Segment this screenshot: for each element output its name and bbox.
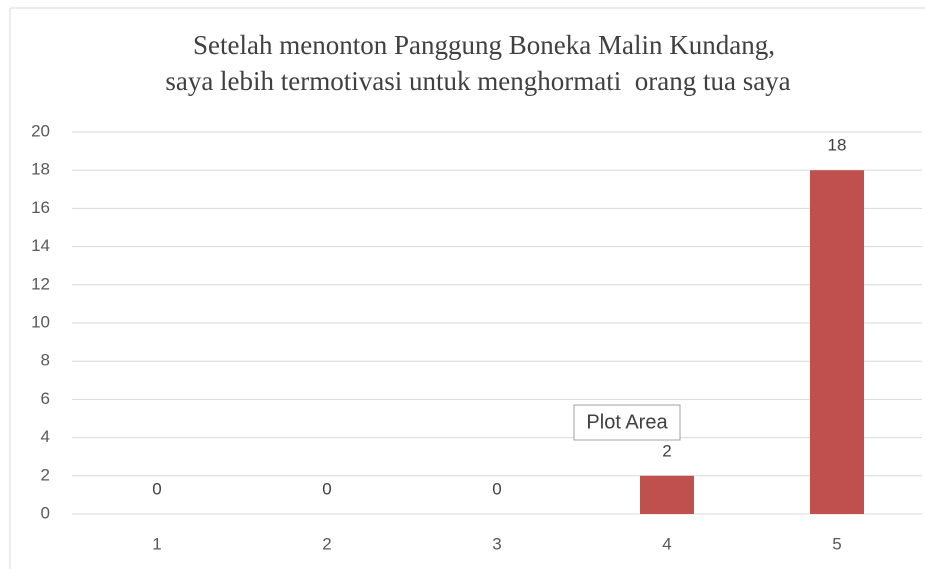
x-tick-label: 3 [492, 534, 501, 553]
data-label: 0 [152, 479, 161, 498]
tooltip: Plot Area [586, 411, 668, 433]
y-tick-label: 10 [31, 312, 50, 331]
y-tick-label: 4 [41, 427, 50, 446]
y-tick-label: 8 [41, 351, 50, 370]
y-tick-label: 16 [31, 198, 50, 217]
x-tick-label: 2 [322, 534, 331, 553]
x-tick-label: 1 [152, 534, 161, 553]
data-label: 0 [492, 479, 501, 498]
data-label: 18 [828, 136, 847, 155]
y-tick-label: 14 [31, 236, 50, 255]
y-tick-label: 0 [41, 503, 50, 522]
y-tick-label: 18 [31, 160, 50, 179]
y-tick-label: 20 [31, 121, 50, 140]
y-tick-label: 6 [41, 389, 50, 408]
chart-title: saya lebih termotivasi untuk menghormati… [165, 66, 790, 96]
data-label: 0 [322, 479, 331, 498]
x-tick-label: 5 [832, 534, 841, 553]
chart-title: Setelah menonton Panggung Boneka Malin K… [193, 30, 775, 60]
x-tick-label: 4 [662, 534, 671, 553]
y-tick-label: 2 [41, 465, 50, 484]
data-label: 2 [662, 441, 671, 460]
tooltip-box [573, 404, 681, 441]
y-tick-label: 12 [31, 274, 50, 293]
bar [810, 170, 864, 514]
bar [640, 475, 694, 514]
